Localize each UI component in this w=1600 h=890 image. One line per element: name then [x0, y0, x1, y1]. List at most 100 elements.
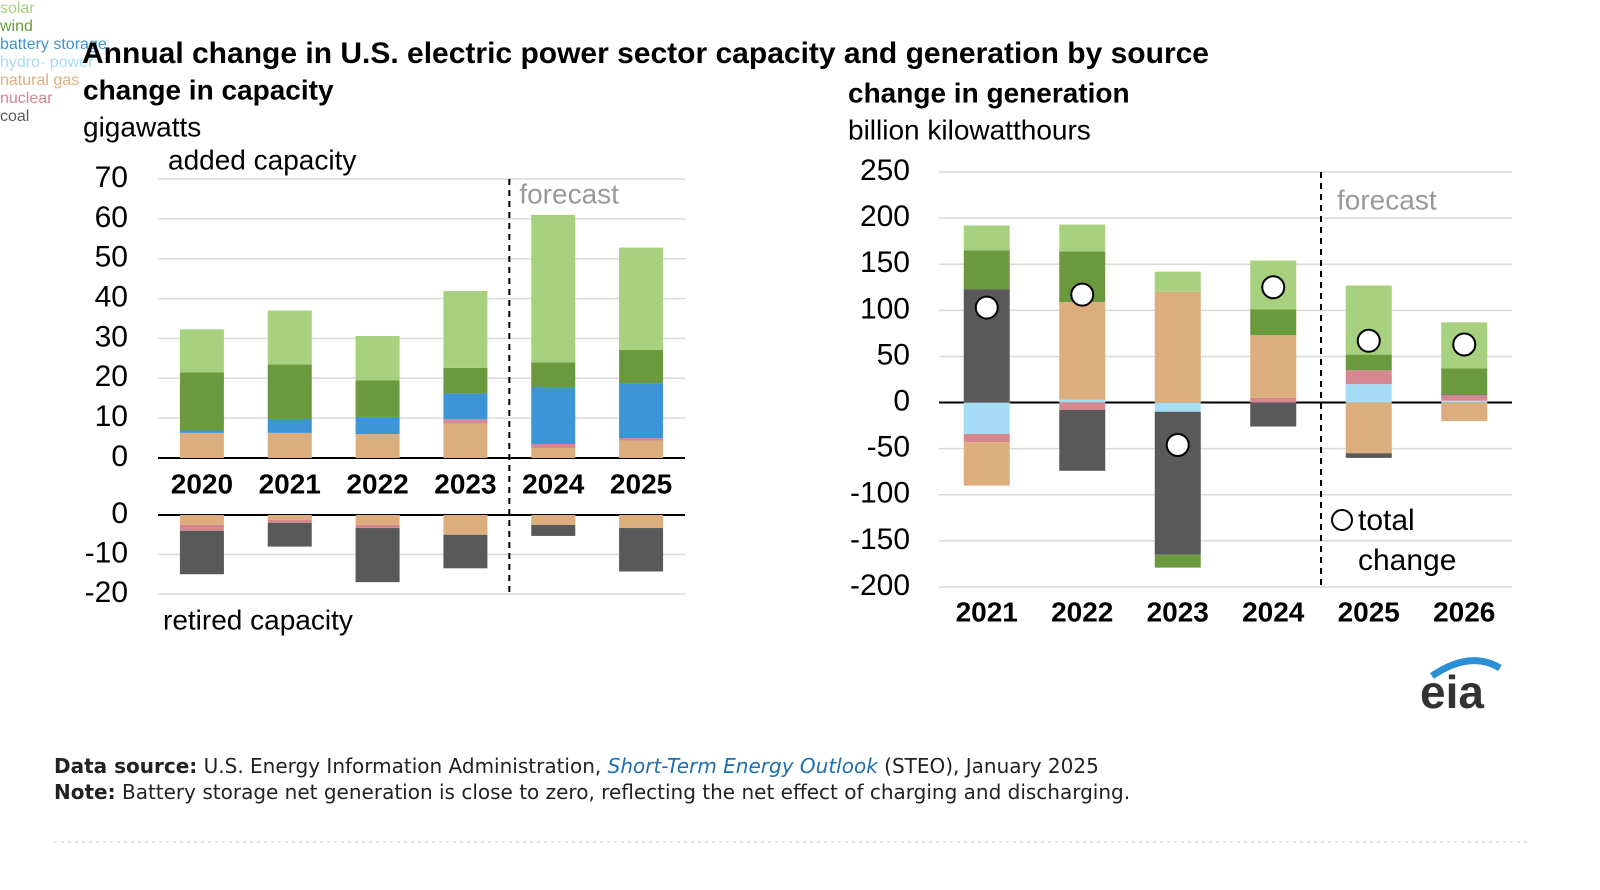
bar-segment: [963, 433, 1010, 443]
bar-segment: [1345, 384, 1392, 403]
bar-segment: [1441, 394, 1488, 396]
y-tick-label: 0: [111, 440, 128, 473]
y-tick-label: -200: [850, 569, 910, 602]
bar-segment: [531, 214, 576, 363]
bar-segment: [267, 310, 312, 365]
source-text: U.S. Energy Information Administration,: [197, 754, 608, 778]
panel-title: change in generation: [848, 77, 1130, 108]
panel-title: change in capacity: [83, 74, 334, 105]
legend-entry: coal: [0, 108, 30, 125]
x-tick-label: 2021: [259, 468, 321, 499]
bar-segment: [179, 524, 224, 531]
y-tick-label: -50: [867, 431, 910, 464]
forecast-label: forecast: [519, 178, 619, 209]
bar-segment: [1441, 402, 1488, 421]
bar-segment: [531, 362, 576, 388]
source-line: Data source: U.S. Energy Information Adm…: [54, 754, 1099, 778]
y-tick-label: 0: [111, 497, 128, 530]
total-marker: [974, 295, 999, 320]
legend-entry: battery storage: [0, 36, 107, 53]
bar-segment: [443, 393, 488, 420]
total-marker: [1261, 275, 1286, 300]
bar-segment: [1250, 397, 1297, 403]
bar-segment: [1059, 302, 1106, 400]
y-tick-label: -10: [85, 536, 128, 569]
bar-segment: [355, 336, 400, 381]
bar-segment: [963, 402, 1010, 434]
bar-segment: [267, 519, 312, 523]
bar-segment: [267, 432, 312, 458]
y-axis-label: billion kilowatthours: [848, 114, 1091, 145]
bar-segment: [443, 290, 488, 368]
bar-segment: [179, 430, 224, 433]
bar-segment: [1250, 309, 1297, 336]
bar-segment: [619, 349, 664, 384]
legend-entry: hydro- power: [0, 54, 94, 71]
bar-segment: [267, 522, 312, 547]
bar-segment: [531, 387, 576, 445]
y-tick-label: 100: [860, 292, 910, 325]
source-link[interactable]: Short-Term Energy Outlook: [607, 754, 878, 778]
bar-segment: [267, 364, 312, 419]
y-tick-label: 200: [860, 200, 910, 233]
legend-marker: [1331, 509, 1353, 531]
bar-segment: [1059, 224, 1106, 252]
bar-segment: [1154, 271, 1201, 292]
y-tick-label: 10: [95, 400, 128, 433]
bar-segment: [443, 367, 488, 394]
bar-segment: [1250, 335, 1297, 398]
bar-segment: [443, 515, 488, 535]
y-tick-label: -100: [850, 477, 910, 510]
bar-segment: [619, 247, 664, 350]
chart-title: Annual change in U.S. electric power sec…: [82, 37, 1209, 70]
bar-segment: [1441, 395, 1488, 401]
bar-segment: [1250, 402, 1297, 427]
logo-arc: [1430, 657, 1502, 679]
x-tick-label: 2024: [1242, 596, 1305, 627]
bar-segment: [1154, 402, 1201, 412]
bar-segment: [963, 225, 1010, 251]
bar-segment: [355, 380, 400, 417]
section-label: retired capacity: [163, 604, 353, 635]
note-text: Battery storage net generation is close …: [115, 780, 1131, 804]
logo: eia: [1420, 666, 1484, 718]
x-tick-label: 2025: [1338, 596, 1400, 627]
legend-entry: natural gas: [0, 72, 80, 89]
bar-segment: [179, 515, 224, 525]
bar-segment: [355, 528, 400, 583]
bar-segment: [179, 329, 224, 373]
y-tick-label: 20: [95, 360, 128, 393]
bar-segment: [355, 434, 400, 458]
y-tick-label: 250: [860, 154, 910, 187]
forecast-label: forecast: [1337, 184, 1437, 215]
bar-segment: [1345, 370, 1392, 385]
x-tick-label: 2025: [610, 468, 672, 499]
bar-segment: [355, 515, 400, 525]
bar-segment: [1059, 409, 1106, 471]
bar-segment: [443, 423, 488, 458]
y-tick-label: 0: [893, 384, 910, 417]
x-tick-label: 2026: [1433, 596, 1495, 627]
bar-segment: [1345, 453, 1392, 458]
bar-segment: [1059, 402, 1106, 410]
bar-segment: [267, 515, 312, 520]
y-tick-label: 30: [95, 320, 128, 353]
bar-segment: [355, 416, 400, 435]
total-marker: [1356, 328, 1381, 353]
source-label: Data source:: [54, 754, 198, 778]
x-tick-label: 2021: [956, 596, 1018, 627]
bar-segment: [1059, 399, 1106, 403]
bar-segment: [619, 528, 664, 572]
bar-segment: [1154, 554, 1201, 568]
y-tick-label: 60: [95, 201, 128, 234]
section-label: added capacity: [168, 144, 356, 175]
bar-segment: [1441, 400, 1488, 403]
note-label: Note:: [54, 780, 116, 804]
legend-entry: nuclear: [0, 90, 53, 107]
bar-segment: [179, 432, 224, 458]
y-tick-label: -150: [850, 523, 910, 556]
total-marker: [1070, 282, 1095, 307]
bar-segment: [443, 534, 488, 569]
bar-segment: [619, 440, 664, 458]
